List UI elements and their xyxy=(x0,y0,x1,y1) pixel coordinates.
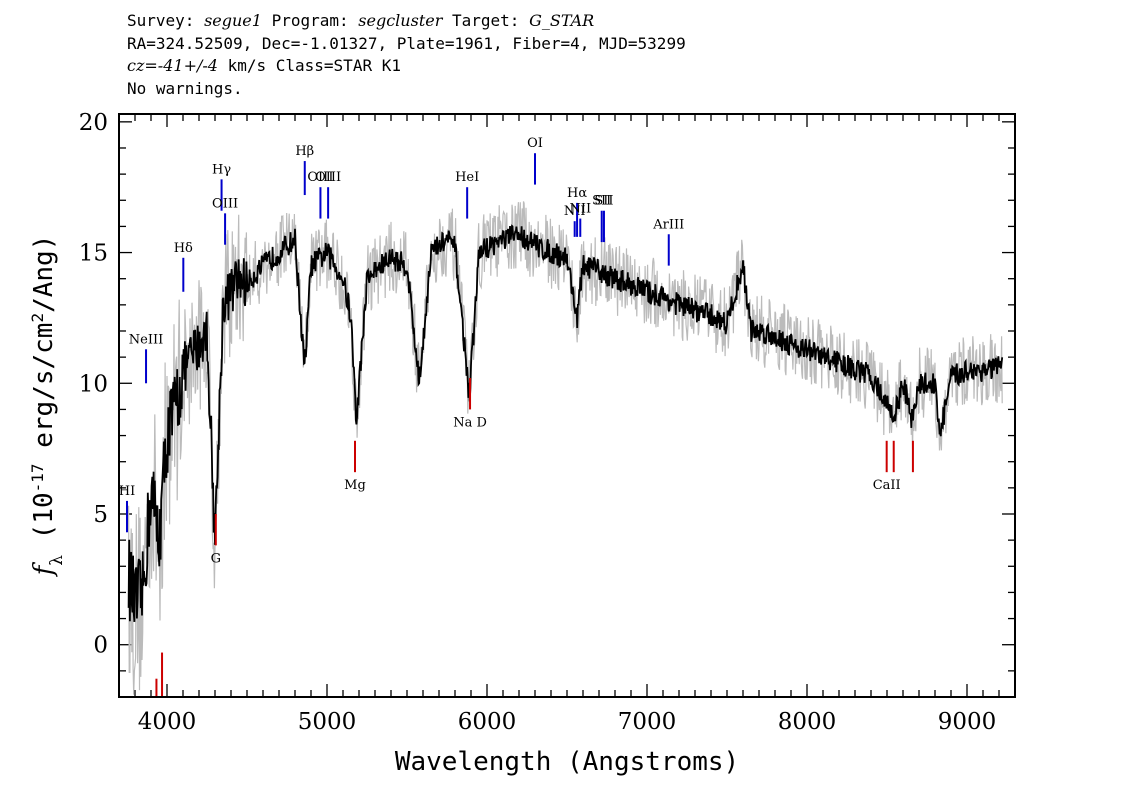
spectral-line-label: HeI xyxy=(455,170,479,185)
cz-value: cz=-41+/-4 xyxy=(127,56,218,75)
cz-rest: km/s Class=STAR K1 xyxy=(217,56,401,75)
error-series-line xyxy=(128,201,1003,695)
y-tick-labels: 0 5 10 15 20 xyxy=(79,110,108,659)
axis-ticks xyxy=(119,114,1015,697)
target-value: G_STAR xyxy=(529,11,595,30)
plot-frame xyxy=(118,113,1016,698)
y-tick-label: 20 xyxy=(79,110,108,136)
survey-label: Survey: xyxy=(127,11,195,30)
spectrum-header: Survey: segue1 Program: segcluster Targe… xyxy=(127,10,887,100)
header-line-survey: Survey: segue1 Program: segcluster Targe… xyxy=(127,10,887,33)
spectral-line-label: SII xyxy=(594,194,613,209)
spectral-line-label: Na D xyxy=(453,415,487,430)
y-tick-label: 10 xyxy=(79,371,108,397)
spectral-line-label: OI xyxy=(527,136,543,151)
program-value: segcluster xyxy=(358,11,443,30)
spectral-line-label: NeIII xyxy=(129,332,163,347)
spectral-line-label: CaII xyxy=(873,478,901,493)
spectral-line-label: OIII xyxy=(307,170,333,185)
y-tick-label: 15 xyxy=(79,241,108,267)
target-label: Target: xyxy=(452,11,520,30)
x-tick-label: 5000 xyxy=(298,709,357,735)
spectral-line-label: Hγ xyxy=(212,162,231,177)
x-tick-label: 9000 xyxy=(938,709,997,735)
y-tick-label: 0 xyxy=(93,633,108,659)
header-line-coordinates: RA=324.52509, Dec=-1.01327, Plate=1961, … xyxy=(127,33,686,53)
program-label: Program: xyxy=(271,11,349,30)
spectral-line-label: OIII xyxy=(212,196,238,211)
x-tick-labels: 4000 5000 6000 7000 8000 9000 xyxy=(138,709,997,735)
x-tick-label: 4000 xyxy=(138,709,197,735)
spectral-line-label: NII xyxy=(569,202,591,217)
header-line-redshift: cz=-41+/-4 km/s Class=STAR K1 xyxy=(127,55,887,78)
spectral-line-label: Mg xyxy=(344,478,366,493)
spectral-line-label: SII xyxy=(592,194,611,209)
spectral-line-label: Hβ xyxy=(295,144,314,159)
y-tick-label: 5 xyxy=(93,502,108,528)
flux-series-line xyxy=(127,224,1004,622)
header-line-warnings: No warnings. xyxy=(127,78,243,98)
spectral-line-label: ArIII xyxy=(652,217,684,232)
x-axis-title: Wavelength (Angstroms) xyxy=(395,747,739,777)
survey-value: segue1 xyxy=(204,11,262,30)
spectral-line-label: NII xyxy=(564,204,586,219)
spectral-line-label: OIII xyxy=(315,170,341,185)
y-axis-title: fλ (10-17 erg/s/cm2/Ang) xyxy=(28,235,68,578)
spectral-line-label: G xyxy=(211,551,221,566)
spectral-line-label: Hδ xyxy=(174,241,193,256)
x-tick-label: 6000 xyxy=(458,709,517,735)
spectral-line-label: HI xyxy=(119,484,135,499)
x-tick-label: 7000 xyxy=(618,709,677,735)
spectral-line-label: Hα xyxy=(567,186,587,201)
x-tick-label: 8000 xyxy=(778,709,837,735)
